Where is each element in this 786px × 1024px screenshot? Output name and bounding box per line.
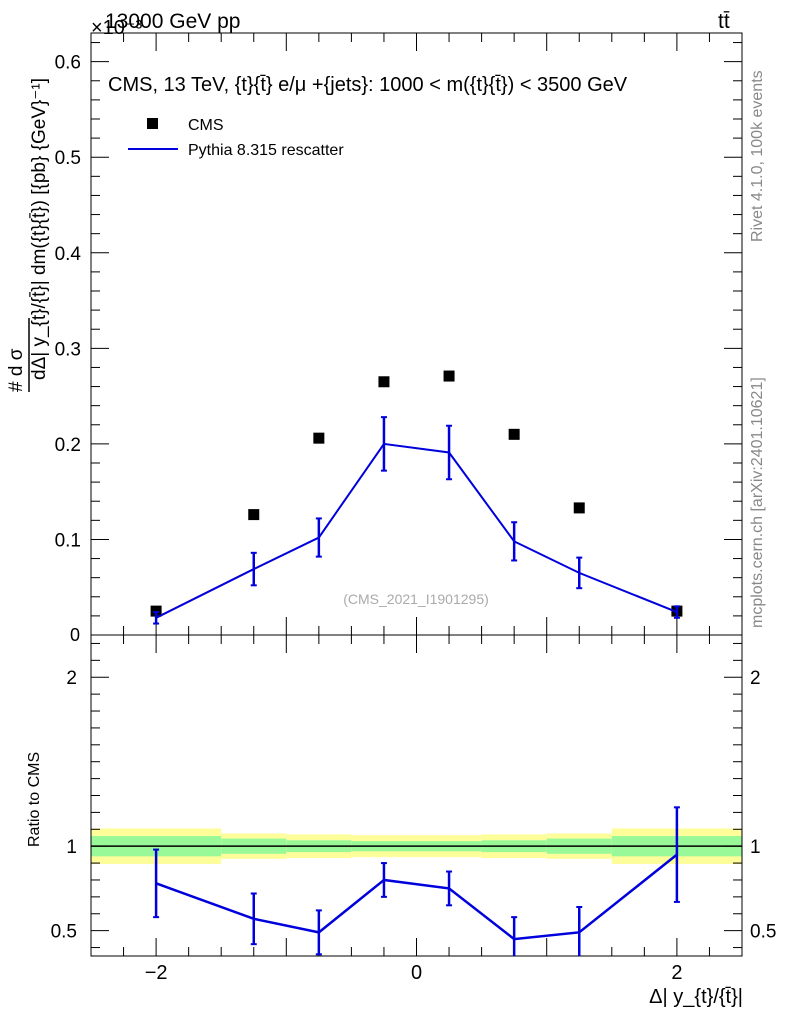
mcplots-label: mcplots.cern.ch [arXiv:2401.10621] — [749, 377, 766, 628]
main-panel: 0.1 0.2 0.3 0.4 0.5 0.6 (CMS_2021_I1901295) C… — [6, 32, 743, 645]
main-x-axis — [90, 33, 743, 635]
energy-label: 13000 GeV pp — [105, 10, 240, 33]
ratio-frame — [90, 634, 743, 957]
main-y-tick-label: 0.4 — [55, 244, 82, 265]
cms-data-point — [508, 428, 520, 440]
main-y-tick-label: 0.6 — [55, 53, 81, 74]
legend-cms-marker — [147, 118, 158, 129]
ratio-x-label: Δ| y_{t}/{t̄}| — [649, 986, 743, 1008]
main-y-tick-label: 0.2 — [55, 435, 81, 456]
main-y-label-denominator: dΔ| y_{t}/{t̄}| dm({t}{t̄}) [{pb} {GeV}⁻… — [29, 78, 50, 380]
ratio-y-tick-label-right: 2 — [750, 668, 761, 689]
main-y-origin-label: 0 — [70, 625, 80, 645]
ratio-x-tick-label: 2 — [671, 962, 682, 984]
ratio-x-tick-label: −2 — [145, 962, 168, 984]
main-y-tick-label: 0.5 — [55, 148, 81, 169]
process-label: tt̄ — [718, 10, 730, 33]
cms-data-point — [248, 509, 260, 521]
ratio-y-axis: 0.5 0.5 1 1 2 2 — [51, 642, 776, 949]
main-y-tick-label: 0.1 — [55, 530, 81, 551]
ratio-y-tick-label-right: 0.5 — [750, 922, 776, 943]
ratio-y-tick-label-right: 1 — [750, 837, 761, 858]
ratio-panel: 0.5 0.5 1 1 2 2 −2 0 2 Ratio to CMS Δ| y_{t}/{t… — [26, 634, 776, 1008]
legend-cms-label: CMS — [188, 117, 224, 134]
cms-data-point — [443, 370, 455, 382]
main-watermark: (CMS_2021_I1901295) — [343, 591, 489, 607]
pythia-line — [155, 442, 678, 619]
cms-data-point — [313, 432, 325, 444]
main-title: CMS, 13 TeV, {t}{t̄} e/μ +{jets}: 1000 <… — [108, 74, 628, 96]
ratio-y-tick-label-left: 2 — [66, 668, 77, 689]
main-y-tick-label: 0.3 — [55, 339, 81, 360]
ratio-x-axis: −2 0 2 — [90, 635, 743, 984]
ratio-y-label: Ratio to CMS — [26, 752, 43, 847]
main-y-axis: 0.1 0.2 0.3 0.4 0.5 0.6 — [55, 42, 742, 617]
cms-data-point — [573, 502, 585, 514]
main-y-label: # d σ dΔ| y_{t}/{t̄}| dm({t}{t̄}) [{pb} … — [6, 78, 50, 392]
ratio-y-tick-label-left: 0.5 — [51, 922, 77, 943]
rivet-label: Rivet 4.1.0, 100k events — [749, 70, 766, 242]
legend: CMS Pythia 8.315 rescatter — [128, 117, 344, 159]
ratio-line — [155, 853, 678, 941]
ratio-x-tick-label: 0 — [411, 962, 422, 984]
ratio-y-tick-label-left: 1 — [66, 837, 77, 858]
cms-data-point — [378, 376, 390, 388]
exponent-label: ×10⁻³ — [91, 17, 142, 39]
main-y-label-numerator: # d σ — [6, 348, 27, 392]
legend-pythia-label: Pythia 8.315 rescatter — [188, 142, 344, 159]
main-marks — [150, 370, 683, 625]
ratio-marks — [153, 806, 680, 956]
